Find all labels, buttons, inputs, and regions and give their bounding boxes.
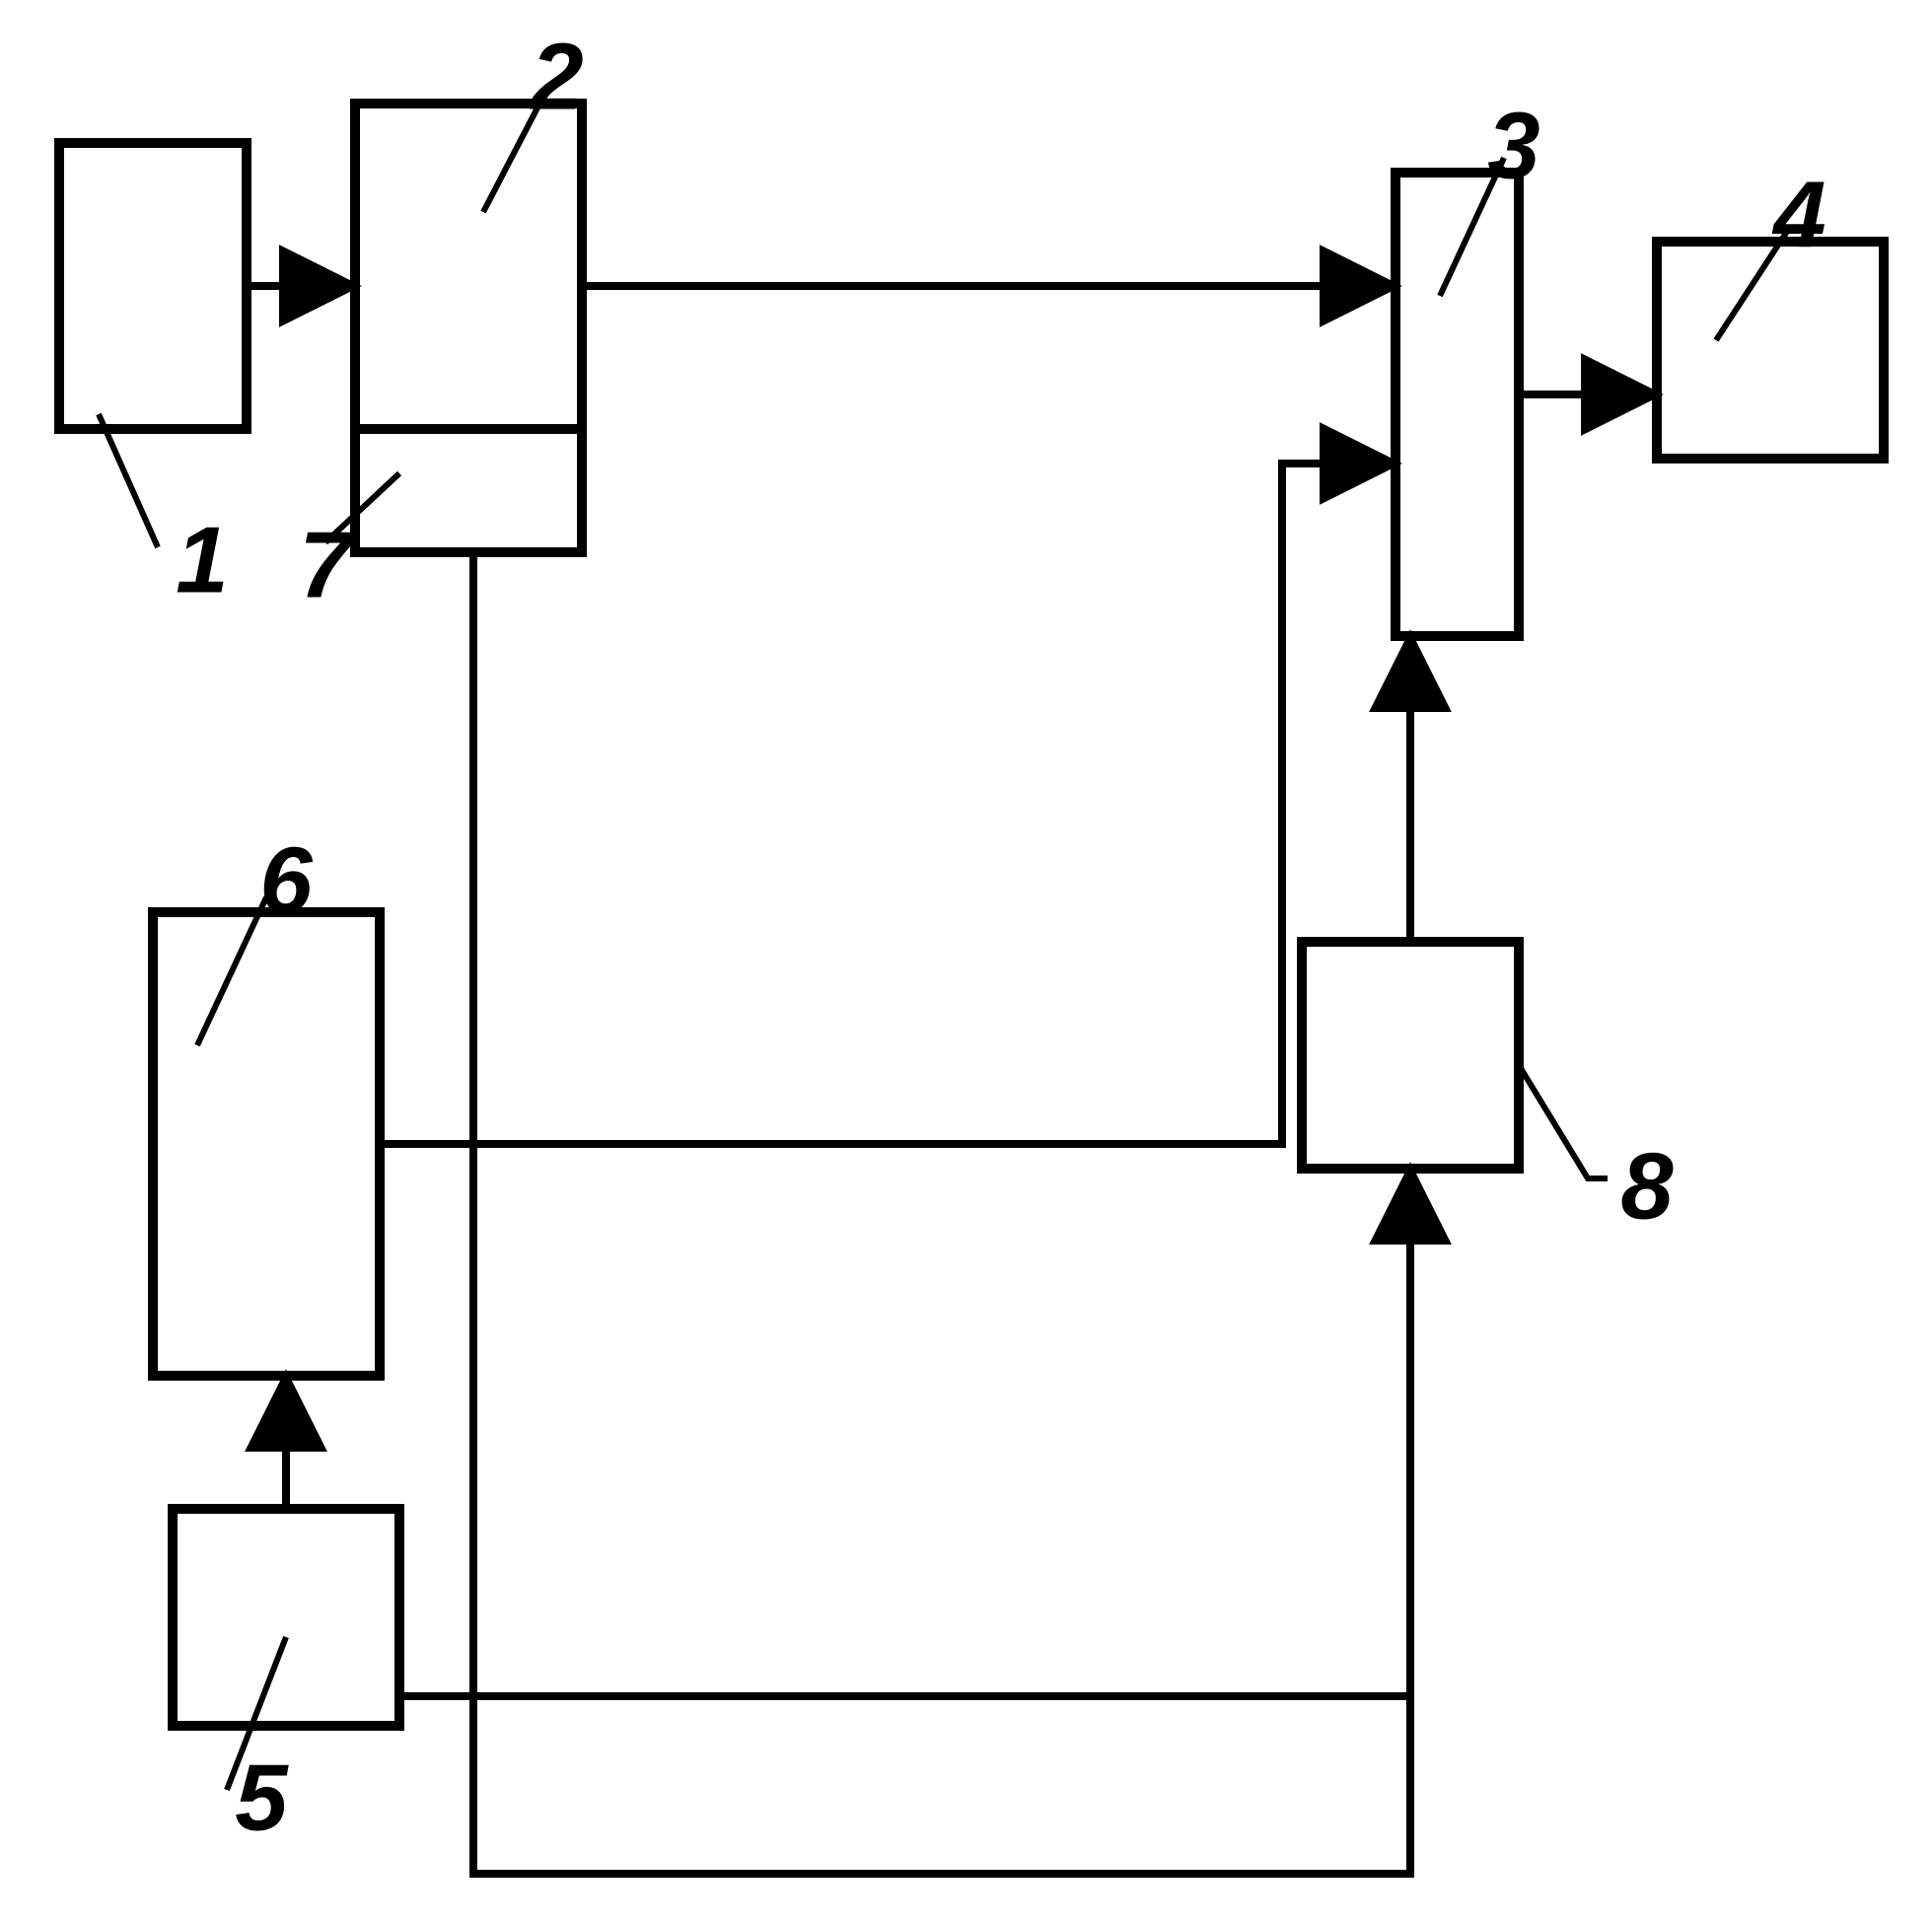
node-3 (1395, 173, 1519, 636)
node-2 (355, 104, 582, 429)
label-1: 1 (176, 507, 228, 612)
leader-6 (197, 897, 266, 1045)
label-4: 4 (1771, 162, 1825, 267)
label-2: 2 (529, 24, 583, 129)
label-5: 5 (235, 1745, 289, 1850)
leader-1 (99, 414, 158, 547)
label-8: 8 (1620, 1133, 1674, 1239)
node-7 (355, 429, 582, 552)
edge-e7_8 (473, 552, 1410, 1874)
label-6: 6 (259, 827, 313, 933)
label-3: 3 (1487, 93, 1539, 198)
node-6 (153, 912, 380, 1376)
node-1 (59, 143, 247, 429)
node-4 (1657, 242, 1884, 459)
edge-e6_3 (380, 463, 1386, 1144)
leader-8 (1519, 1065, 1608, 1178)
node-5 (173, 1509, 399, 1726)
label-7: 7 (299, 512, 356, 617)
node-8 (1302, 942, 1519, 1169)
